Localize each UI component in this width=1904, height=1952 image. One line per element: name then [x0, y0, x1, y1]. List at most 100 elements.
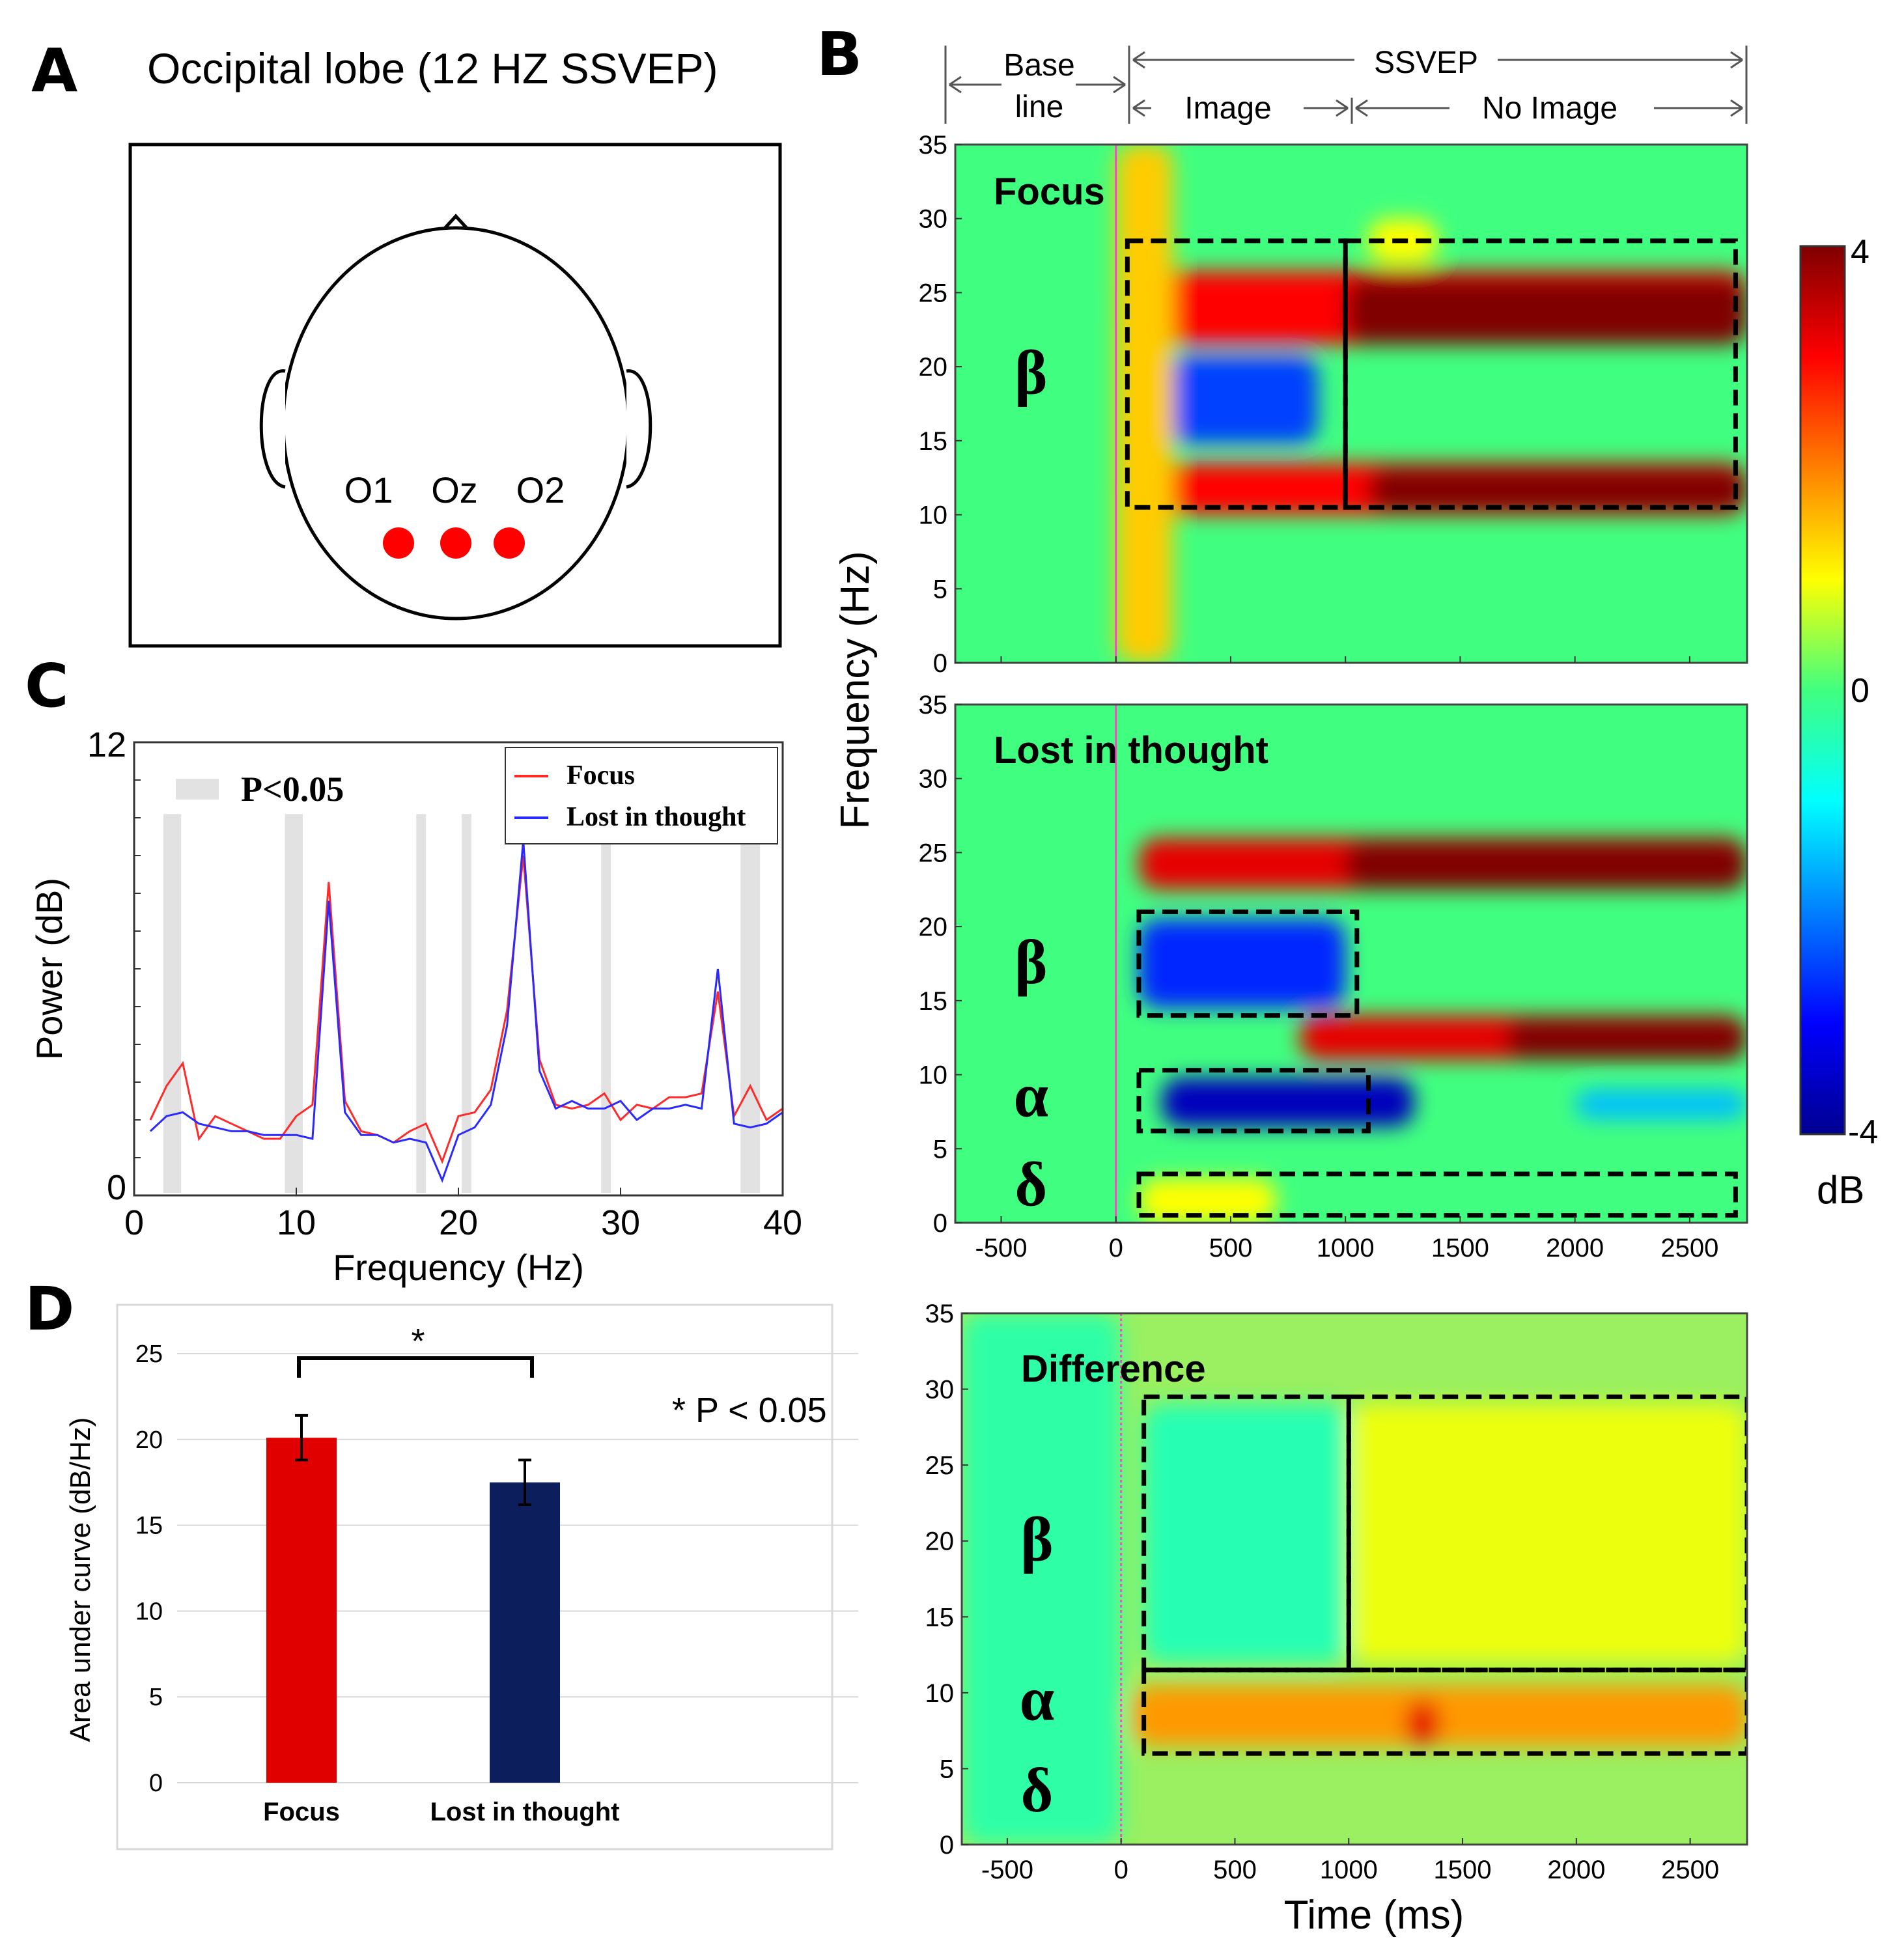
head-diagram: O1 Oz O2: [259, 214, 652, 620]
x-tick-label: 0: [124, 1203, 144, 1242]
x-tick-label: 500: [1209, 1234, 1253, 1262]
x-tick-label: 20: [439, 1203, 478, 1242]
panel-d: D 0 5 10 15 20 25 Focus Lost in thought Area u…: [25, 1274, 858, 1850]
electrode-dot-oz: [440, 527, 471, 559]
x-tick-label: 1500: [1431, 1234, 1489, 1262]
colorbar-max-label: 4: [1851, 233, 1869, 271]
header-image: Image: [1184, 91, 1271, 126]
x-tick-label: 0: [1114, 1856, 1128, 1884]
heatmap-body: [955, 704, 1747, 1223]
heatmap-y-label: Frequency (Hz): [833, 551, 878, 829]
y-tick-label: 15: [919, 427, 948, 456]
y-tick-label: 20: [925, 1527, 955, 1556]
y-tick-label: 10: [919, 1061, 948, 1090]
band-label-beta: β: [1020, 1505, 1054, 1574]
heatmap-blob: [1132, 1685, 1747, 1746]
electrode-label-o1: O1: [344, 469, 393, 510]
heatmap-frame: [954, 143, 1748, 664]
image-arrow-right: [1304, 99, 1349, 117]
sig-band: [163, 814, 182, 1193]
spectrum-legend: P<0.05 Focus Lost in thought: [176, 747, 778, 844]
region-box: [1136, 1068, 1371, 1134]
heatmap-body: [962, 1313, 1747, 1845]
x-tick-label: 2500: [1660, 1234, 1718, 1262]
ssvep-arrow-right: [1498, 51, 1743, 69]
y-tick-label: 10: [925, 1679, 955, 1708]
y-tick-label: 20: [135, 1427, 163, 1454]
sig-band: [601, 814, 611, 1193]
significance-note: * P < 0.05: [672, 1391, 827, 1430]
x-tick-label: 500: [1213, 1856, 1257, 1884]
heatmap-blob: [1505, 1018, 1747, 1060]
header-no-image: No Image: [1482, 91, 1617, 126]
legend-lost-label: Lost in thought: [567, 802, 746, 832]
header-baseline-bottom: line: [1015, 90, 1064, 124]
spectrum-axis-ticks: 0 10 20 30 40 0 12: [87, 725, 802, 1242]
significance-bands: [163, 814, 761, 1193]
band-label-alpha: α: [1020, 1664, 1055, 1734]
heatmap-background: [955, 145, 1747, 663]
y-tick-label: 15: [135, 1513, 163, 1540]
legend-focus-label: Focus: [567, 760, 635, 790]
band-label-beta: β: [1015, 338, 1048, 408]
y-tick-label: 5: [933, 575, 947, 604]
panel-letter-d: D: [25, 1274, 74, 1344]
category-label: Focus: [263, 1798, 340, 1826]
x-tick-label: -500: [981, 1856, 1033, 1884]
x-tick-label: 30: [601, 1203, 640, 1242]
colorbar-min-label: -4: [1848, 1113, 1878, 1151]
header-baseline-top: Base: [1003, 48, 1074, 83]
sig-band: [461, 814, 471, 1193]
y-tick-label: 15: [925, 1603, 955, 1632]
y-tick-label: 25: [919, 839, 948, 867]
left-ear-shape: [259, 369, 286, 489]
colorbar-zero-label: 0: [1851, 672, 1869, 710]
x-tick-label: 0: [1109, 1234, 1123, 1262]
electrode-dot-o2: [494, 527, 525, 559]
colorbar: 4 0 -4 dB: [1799, 233, 1878, 1212]
band-label-delta: δ: [1015, 1149, 1047, 1219]
heatmap-blob: [1345, 277, 1747, 345]
y-tick-label: 35: [919, 691, 948, 719]
heatmap-blob: [1349, 1404, 1747, 1663]
timeline-header: [944, 46, 1748, 124]
heatmap-blob: [1138, 1178, 1277, 1223]
region-box: [1141, 1667, 1747, 1756]
heatmap-frame: [960, 1312, 1748, 1846]
heatmap-blob: [1138, 919, 1346, 1009]
region-box: [1125, 238, 1348, 510]
electrode-label-oz: Oz: [431, 469, 478, 510]
panel-letter-b: B: [817, 20, 862, 89]
spectrum-x-label: Frequency (Hz): [333, 1247, 584, 1288]
ssvep-arrow-left: [1132, 51, 1354, 69]
bar-chart-frame: [116, 1304, 833, 1850]
header-ssvep: SSVEP: [1374, 46, 1478, 80]
y-tick-label: 0: [940, 1831, 954, 1860]
bar-lost-in-thought: [490, 1482, 560, 1783]
y-tick-label: 0: [107, 1168, 126, 1207]
heatmap-body: [955, 145, 1747, 663]
panel-letter-a: A: [31, 36, 77, 105]
x-tick-label: 1500: [1434, 1856, 1492, 1884]
y-tick-label: 5: [933, 1135, 947, 1164]
panel-c: C 0 10 20 30 40 0 12 Frequency (Hz) Power (dB)…: [25, 651, 802, 1288]
y-tick-label: 10: [135, 1598, 163, 1625]
y-tick-label: 25: [919, 279, 948, 307]
image-arrow-left: [1132, 99, 1151, 117]
heatmap-blobs: [1115, 145, 1747, 663]
bar-chart-y-label: Area under curve (dB/Hz): [64, 1417, 96, 1742]
x-tick-label: 40: [763, 1203, 802, 1242]
y-tick-label: 0: [149, 1770, 163, 1797]
y-tick-label: 5: [940, 1755, 954, 1783]
y-tick-label: 30: [919, 765, 948, 794]
region-box: [1136, 1171, 1738, 1218]
colorbar-unit: dB: [1817, 1168, 1864, 1212]
y-tick-label: 35: [919, 131, 948, 160]
heatmap-blobs: [962, 1313, 1747, 1845]
bar-focus: [266, 1438, 337, 1783]
y-tick-label: 0: [933, 1209, 947, 1238]
heatmap-x-label: Time (ms): [1284, 1893, 1464, 1938]
band-label-beta: β: [1015, 927, 1048, 997]
heatmap-blob: [1575, 1089, 1747, 1119]
baseline-arrow-left: [949, 76, 1001, 94]
